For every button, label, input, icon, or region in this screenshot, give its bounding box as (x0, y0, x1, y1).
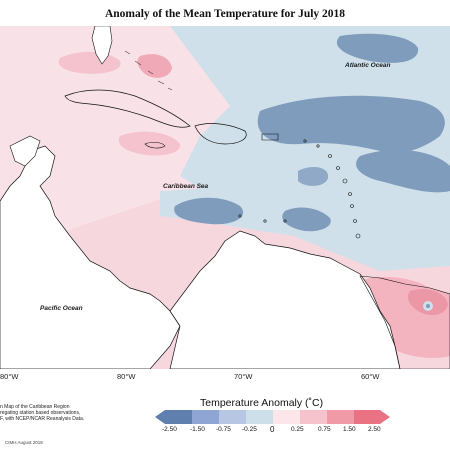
lon-tick-1: 80°W (0, 372, 19, 381)
legend-swatch-5 (273, 410, 300, 424)
hispaniola-outline (194, 123, 247, 145)
florida-land (91, 26, 113, 65)
legend-tick-3: -0.75 (216, 426, 231, 433)
cuba-outline (64, 89, 191, 128)
legend-swatch-2 (192, 410, 219, 424)
legend-tick-5: 0 (270, 425, 275, 434)
legend-tick-8: 1.50 (343, 426, 356, 433)
cool-patch-atlantic-east (356, 149, 450, 193)
map-panel (0, 26, 450, 369)
atlantic-ocean-label: Atlantic Ocean (345, 62, 391, 69)
legend-arrow-left (155, 410, 165, 424)
legend-swatch-6 (300, 410, 327, 424)
map-title: Anomaly of the Mean Temperature for July… (104, 8, 346, 20)
lesser-antilles (238, 139, 361, 239)
lon-tick-3: 70°W (234, 372, 253, 381)
cool-patch-atlantic-mid (257, 95, 445, 153)
legend-swatch-4 (246, 410, 273, 424)
legend-colorbar (155, 410, 390, 424)
cool-patch-caribbean-west (174, 197, 244, 225)
note-line-2: regating station based observations, (0, 410, 81, 416)
legend-arrow-right (380, 410, 390, 424)
legend-swatch-8 (354, 410, 380, 424)
note-line-3: F, with NCEP/NCAR Reanalysis Data. (0, 416, 85, 422)
cool-spot-core (426, 304, 430, 308)
yucatan-land (9, 135, 41, 167)
legend-swatch-3 (219, 410, 246, 424)
lon-tick-4: 60°W (361, 372, 380, 381)
legend-tick-4: -0.25 (242, 426, 257, 433)
legend-title: Temperature Anomaly (˚C) (200, 397, 324, 409)
pacific-ocean-label: Pacific Ocean (40, 305, 83, 312)
jamaica-outline (144, 141, 166, 149)
warm-patch-bahamas (137, 54, 172, 78)
cool-patch-leeward (298, 166, 329, 186)
legend-tick-1: -2.50 (162, 426, 177, 433)
bahamas-islands (124, 50, 173, 91)
legend-tick-2: -1.50 (190, 426, 205, 433)
cool-patch-caribbean-east (282, 207, 331, 232)
caribbean-sea-label: Caribbean Sea (163, 183, 209, 190)
legend-tick-7: 0.75 (318, 426, 331, 433)
lon-tick-2: 80°W (117, 372, 136, 381)
guianas-border (359, 275, 450, 369)
credit-text: CIMH August 2018 (5, 440, 43, 445)
note-line-1: n Map of the Caribbean Region (0, 404, 70, 410)
legend-swatch-7 (327, 410, 354, 424)
puerto-rico-outline (261, 133, 279, 141)
warm-patch-jamaica (118, 131, 181, 156)
legend-tick-9: 2.50 (368, 426, 381, 433)
cool-patch-atlantic-north (336, 33, 419, 63)
anomaly-map (0, 26, 450, 369)
legend-swatch-1 (165, 410, 192, 424)
legend-tick-6: 0.25 (291, 426, 304, 433)
